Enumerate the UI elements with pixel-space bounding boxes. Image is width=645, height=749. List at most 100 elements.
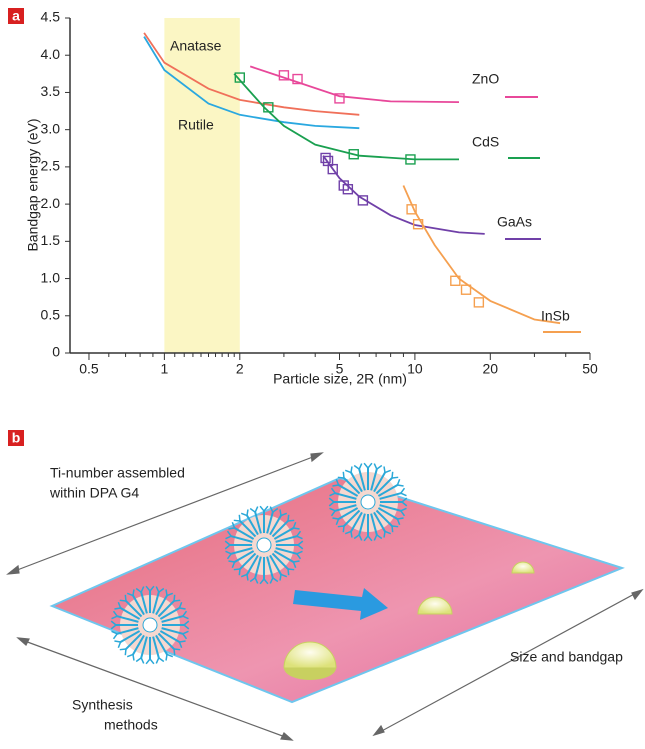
y-tick-label: 0.5 xyxy=(41,306,61,322)
series-label: InSb xyxy=(541,308,570,324)
x-tick-label: 0.5 xyxy=(79,361,99,377)
data-point xyxy=(357,195,369,206)
diagram-panel: b Ti-number assembled within DPA G4 Synt… xyxy=(6,430,644,741)
dendrimer-branch xyxy=(287,514,290,522)
dendrimer-branch xyxy=(342,525,345,533)
series-line xyxy=(322,155,485,235)
dendrimer-branch xyxy=(182,615,189,620)
diagram-label: Ti-number assembled xyxy=(50,465,185,481)
dendrimer-branch xyxy=(375,477,393,495)
data-point xyxy=(406,204,417,215)
dendrimer-branch xyxy=(231,561,236,569)
y-tick-label: 3.0 xyxy=(41,120,61,136)
dendrimer-branch xyxy=(226,553,232,560)
dendrimer-branch xyxy=(234,527,255,540)
dendrimer-branch xyxy=(159,607,180,620)
dendrimer-branch xyxy=(132,595,145,616)
dendrimer-branch xyxy=(234,550,255,563)
dendrimer-branch xyxy=(296,535,303,540)
series-label: CdS xyxy=(472,134,499,150)
dendrimer-branch xyxy=(259,505,265,512)
dendrimer-branch xyxy=(149,585,155,592)
dendrimer-branch xyxy=(350,472,363,493)
x-tick-label: 1 xyxy=(160,361,168,377)
dendrimer-branch xyxy=(182,630,189,635)
dendrimer-branch xyxy=(397,484,404,487)
dendrimer-branch xyxy=(178,641,183,649)
chart-panel: a Bandgap energy (eV) Particle size, 2R … xyxy=(8,8,598,387)
dendrimer-branch xyxy=(384,530,392,535)
y-tick-label: 2.0 xyxy=(41,195,61,211)
dendrimer-branch xyxy=(376,464,383,470)
dendrimer-branch xyxy=(246,515,259,536)
dendrimer-branch xyxy=(125,600,143,618)
data-point xyxy=(327,163,338,175)
y-tick-label: 3.5 xyxy=(41,83,61,99)
x-tick-label: 2 xyxy=(236,361,244,377)
data-point xyxy=(263,102,274,113)
dendrimer-branch xyxy=(400,507,407,512)
dendrimer-center xyxy=(256,537,272,553)
series-line xyxy=(143,32,360,116)
dendrimer-branch xyxy=(224,544,231,550)
dendrimer-branch xyxy=(297,540,304,546)
x-tick-label: 5 xyxy=(336,361,344,377)
series-label: ZnO xyxy=(472,71,499,87)
dendrimer-branch xyxy=(246,554,259,575)
dendrimer-branch xyxy=(367,535,373,542)
dendrimer-branch xyxy=(126,653,134,658)
series-label: Anatase xyxy=(170,38,222,54)
y-tick-label: 2.5 xyxy=(41,158,61,174)
dendrimer-branch xyxy=(337,476,345,479)
dendrimer-branch xyxy=(254,556,262,579)
dendrimer-branch xyxy=(173,599,181,602)
dendrimer-branch xyxy=(135,657,142,663)
dendrimer-branch xyxy=(254,577,259,584)
substrate-plane xyxy=(49,476,625,704)
dendrimer-branch xyxy=(173,648,176,656)
panel-badge xyxy=(8,8,24,24)
dendrimer-branch xyxy=(332,517,339,520)
dendrimer-branch xyxy=(132,654,135,661)
dendrimer-branch xyxy=(363,462,369,469)
dendrimer-branch xyxy=(296,530,302,537)
dendrimer-branch xyxy=(353,534,360,540)
dendrimer-branch xyxy=(363,535,369,542)
dendrimer-branch xyxy=(119,599,127,602)
dendrimer-branch xyxy=(344,469,352,474)
series-label: GaAs xyxy=(497,214,532,230)
y-tick-label: 1.0 xyxy=(41,269,61,285)
dendrimer-branch xyxy=(296,553,302,560)
dendrimer-branch xyxy=(391,476,399,479)
dendrimer-branch xyxy=(179,640,186,643)
dendrimer-branch xyxy=(152,591,160,614)
dendrimer-branch xyxy=(110,620,117,626)
dendrimer-branch xyxy=(370,468,378,491)
dendrimer-branch xyxy=(379,492,402,500)
dendrimer-branch xyxy=(297,544,304,550)
data-point xyxy=(342,184,354,195)
data-point xyxy=(292,73,303,85)
dendrimer-branch xyxy=(338,484,359,497)
dendrimer-branch xyxy=(275,547,298,555)
dendrimer-branch xyxy=(155,657,160,664)
dendrimer-branch xyxy=(182,610,188,617)
dendrimer-branch xyxy=(119,648,127,651)
dendrimer-branch xyxy=(373,511,386,532)
shaded-region xyxy=(164,18,240,353)
diagram-label: within DPA G4 xyxy=(49,485,139,501)
dendrimer-branch xyxy=(159,630,180,643)
dendrimer-branch xyxy=(350,466,353,473)
dendrimer-branch xyxy=(279,574,282,581)
panel-badge xyxy=(8,430,24,446)
data-point xyxy=(348,149,359,160)
series-label: Rutile xyxy=(178,117,214,133)
diagram-label: Synthesis xyxy=(72,697,133,713)
dendrimer-branch xyxy=(230,547,253,555)
dendrimer-branch xyxy=(287,568,295,571)
data-point xyxy=(412,219,424,230)
particle xyxy=(417,596,453,615)
dendrimer-branch xyxy=(239,520,257,538)
dendrimer-branch xyxy=(238,568,241,576)
particle xyxy=(283,641,337,669)
